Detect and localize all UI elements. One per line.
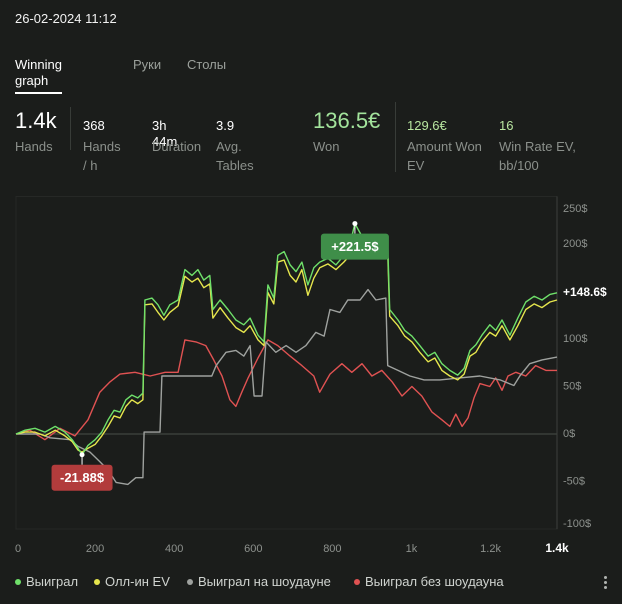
won-label: Won — [313, 139, 340, 154]
min-point-marker — [79, 452, 85, 458]
series-line-all-in-ev — [15, 241, 558, 453]
legend-item-all-in-ev[interactable]: Олл-ин EV — [94, 574, 170, 590]
win-rate-ev-value: 16 — [499, 118, 514, 133]
x-tick-label: 600 — [244, 543, 262, 555]
x-tick-label: 800 — [323, 543, 341, 555]
legend-swatch — [187, 579, 193, 585]
legend-item-won[interactable]: Выиграл — [15, 574, 78, 590]
last-value-label: +148.6$ — [563, 285, 607, 299]
legend-swatch — [94, 579, 100, 585]
hands-label: Hands — [15, 139, 53, 154]
max-point-marker — [352, 221, 358, 227]
winning-graph-chart[interactable]: 250$ 200$ 100$ 50$ 0$ -50$ -100$ 0 200 400 600 800 1… — [0, 190, 622, 565]
x-tick-label: 400 — [165, 543, 183, 555]
series-line-won-at-showdown — [16, 288, 558, 486]
legend-label: Олл-ин EV — [105, 574, 170, 589]
tab-tables[interactable]: Столы — [187, 57, 227, 72]
x-tick-label: 0 — [15, 543, 21, 555]
legend-label: Выиграл — [26, 574, 79, 589]
more-vertical-icon[interactable] — [601, 574, 609, 590]
min-callout-box — [51, 464, 113, 491]
tab-hands[interactable]: Руки — [133, 57, 162, 72]
x-current-hands-label: 1.4k — [545, 541, 569, 555]
hands-per-hour-value: 368 — [83, 118, 105, 133]
series-line-won-without-showdown — [15, 339, 557, 441]
legend-label: Выиграл на шоудауне — [198, 574, 331, 589]
duration-value: 3h 44m — [152, 118, 178, 149]
duration-label: Duration — [152, 139, 202, 154]
y-tick-label: -50$ — [563, 475, 585, 487]
stats-divider — [70, 107, 71, 150]
win-rate-ev-label: Win Rate EV, bb/100 — [499, 139, 576, 173]
min-callout-label: -21.88$ — [60, 470, 105, 485]
avg-tables-value: 3.9 — [216, 118, 235, 133]
legend-label: Выиграл без шоудауна — [365, 574, 504, 589]
stats-divider — [395, 102, 396, 172]
x-tick-label: 1.2k — [480, 543, 501, 555]
y-tick-label: 0$ — [563, 428, 575, 440]
session-datetime: 26-02-2024 11:12 — [15, 11, 117, 26]
tab-winning-graph[interactable]: Winning graph — [15, 57, 62, 94]
hands-per-hour-label: Hands / h — [83, 139, 121, 173]
max-callout-box — [320, 233, 389, 260]
amount-won-ev-value: 129.6€ — [407, 118, 447, 133]
y-tick-label: 200$ — [563, 238, 587, 250]
legend-item-won-at-showdown[interactable]: Выиграл на шоудауне — [187, 574, 331, 590]
legend-item-won-without-showdown[interactable]: Выиграл без шоудауна — [354, 574, 504, 590]
avg-tables-label: Avg. Tables — [216, 139, 254, 173]
y-tick-label: -100$ — [563, 518, 591, 530]
y-tick-label: 50$ — [563, 380, 581, 392]
legend-swatch — [15, 579, 21, 585]
series-line-won — [15, 222, 558, 456]
hands-value: 1.4k — [15, 108, 57, 133]
max-callout-label: +221.5$ — [331, 239, 379, 254]
y-tick-label: 250$ — [563, 203, 587, 215]
won-value: 136.5€ — [313, 108, 381, 133]
x-tick-label: 200 — [86, 543, 104, 555]
amount-won-ev-label: Amount Won EV — [407, 139, 482, 173]
x-tick-label: 1k — [406, 543, 418, 555]
legend-swatch — [354, 579, 360, 585]
y-tick-label: 100$ — [563, 333, 587, 345]
